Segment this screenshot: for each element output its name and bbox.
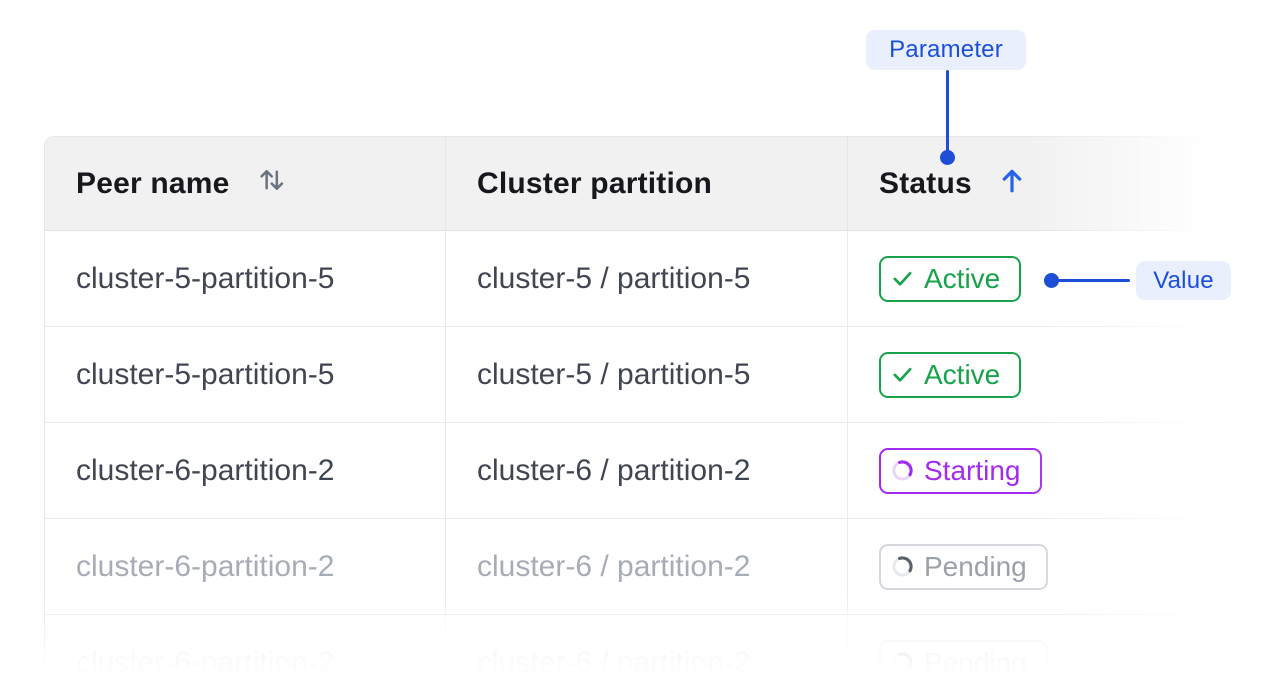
value-callout-label: Value	[1136, 261, 1231, 300]
value-connector-line	[1052, 279, 1130, 282]
cell-peer-name: cluster-5-partition-5	[45, 231, 446, 326]
cell-peer-name: cluster-6-partition-2	[45, 615, 446, 688]
spinner-icon	[891, 459, 914, 482]
table-row: cluster-5-partition-5 cluster-5 / partit…	[45, 327, 1272, 423]
parameter-connector-dot	[940, 150, 955, 165]
cell-status: Pending	[848, 615, 1272, 688]
value-connector-dot	[1044, 273, 1059, 288]
cell-status: Starting	[848, 423, 1272, 518]
peers-table: Peer name Cluster partition Status	[44, 136, 1272, 688]
spinner-icon	[891, 651, 914, 674]
status-badge-pending: Pending	[879, 639, 1048, 686]
cell-peer-name: cluster-5-partition-5	[45, 327, 446, 422]
column-header-label: Cluster partition	[477, 166, 713, 200]
status-badge-label: Active	[924, 262, 1001, 294]
table-row: cluster-6-partition-2 cluster-6 / partit…	[45, 423, 1272, 519]
column-header-label: Peer name	[76, 166, 230, 200]
column-header-peer-name[interactable]: Peer name	[45, 137, 446, 230]
column-header-cluster-partition[interactable]: Cluster partition	[446, 137, 848, 230]
status-badge-pending: Pending	[879, 543, 1048, 590]
parameter-connector-line	[946, 70, 949, 152]
status-badge-starting: Starting	[879, 447, 1042, 494]
table-header-row: Peer name Cluster partition Status	[45, 137, 1272, 231]
cell-status: Pending	[848, 519, 1272, 614]
spinner-icon	[891, 555, 914, 578]
status-badge-label: Active	[924, 358, 1001, 390]
sort-both-icon	[257, 164, 286, 203]
cell-peer-name: cluster-6-partition-2	[45, 423, 446, 518]
column-header-label: Status	[879, 166, 972, 200]
cell-cluster-partition: cluster-6 / partition-2	[446, 423, 848, 518]
arrow-up-icon	[999, 166, 1025, 202]
cell-cluster-partition: cluster-5 / partition-5	[446, 327, 848, 422]
parameter-callout-label: Parameter	[866, 30, 1026, 70]
status-badge-active: Active	[879, 255, 1022, 302]
status-badge-label: Starting	[924, 454, 1021, 486]
table-row: cluster-6-partition-2 cluster-6 / partit…	[45, 615, 1272, 688]
status-badge-label: Pending	[924, 550, 1027, 582]
status-badge-active: Active	[879, 351, 1022, 398]
cell-cluster-partition: cluster-6 / partition-2	[446, 615, 848, 688]
cell-peer-name: cluster-6-partition-2	[45, 519, 446, 614]
cell-status: Active	[848, 231, 1272, 326]
check-icon	[891, 267, 914, 290]
table-row: cluster-6-partition-2 cluster-6 / partit…	[45, 519, 1272, 615]
column-header-status[interactable]: Status	[848, 137, 1272, 230]
cell-cluster-partition: cluster-6 / partition-2	[446, 519, 848, 614]
status-badge-label: Pending	[924, 646, 1027, 678]
cell-status: Active	[848, 327, 1272, 422]
cell-cluster-partition: cluster-5 / partition-5	[446, 231, 848, 326]
check-icon	[891, 363, 914, 386]
